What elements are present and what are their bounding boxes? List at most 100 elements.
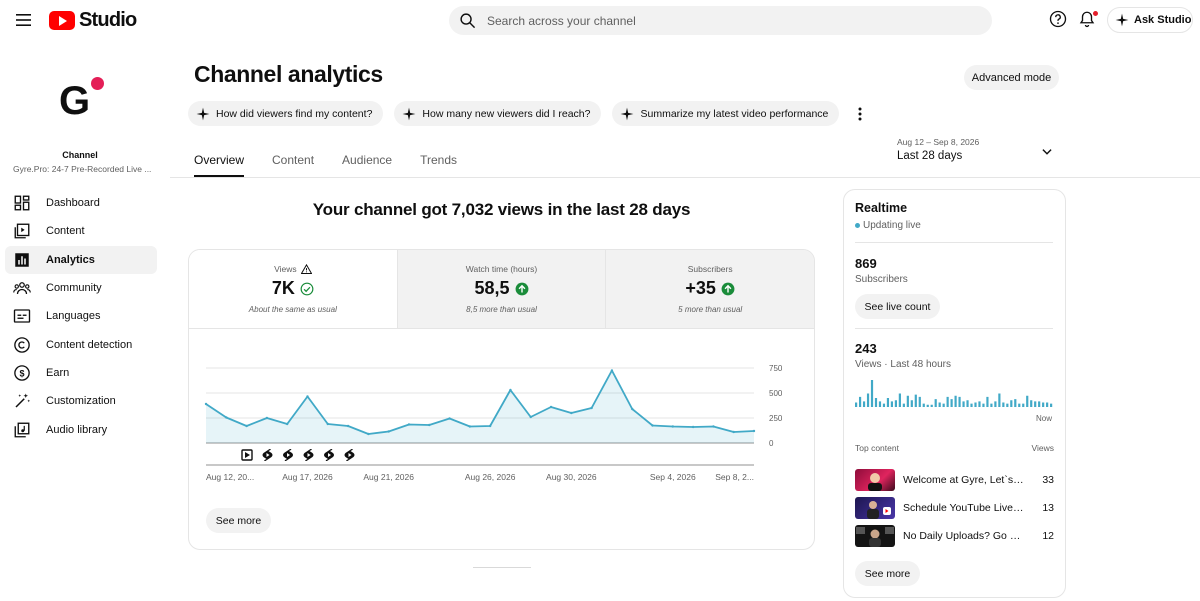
views-data-point[interactable] (346, 424, 350, 428)
date-range-selector[interactable]: Aug 12 – Sep 8, 2026 Last 28 days (897, 137, 1067, 169)
chip-viewers-find-content[interactable]: How did viewers find my content? (188, 101, 384, 126)
realtime-bar[interactable] (990, 403, 993, 408)
views-data-point[interactable] (549, 405, 553, 409)
tab-overview[interactable]: Overview (194, 142, 245, 177)
sidebar-item-audio-library[interactable]: Audio library (5, 415, 157, 443)
realtime-bar[interactable] (1002, 402, 1005, 408)
advanced-mode-button[interactable]: Advanced mode (964, 65, 1059, 90)
sidebar-item-languages[interactable]: Languages (5, 302, 157, 330)
notifications-bell-icon[interactable] (1078, 10, 1099, 31)
realtime-bar[interactable] (1030, 400, 1033, 407)
views-data-point[interactable] (448, 417, 451, 420)
realtime-bar[interactable] (890, 401, 894, 408)
ask-studio-button[interactable]: Ask Studio (1107, 7, 1193, 33)
metric-views[interactable]: Views 7K About the same as usual (189, 250, 397, 328)
realtime-bar[interactable] (978, 401, 981, 408)
realtime-bar[interactable] (930, 404, 933, 407)
realtime-bar[interactable] (926, 404, 929, 407)
views-data-point[interactable] (326, 422, 329, 426)
views-data-point[interactable] (752, 429, 756, 433)
realtime-bar[interactable] (938, 402, 941, 408)
top-content-row[interactable]: Welcome at Gyre, Let`s LI... 33 (855, 468, 1054, 491)
realtime-bar[interactable] (986, 396, 989, 408)
more-options-icon[interactable] (850, 101, 870, 126)
views-data-point[interactable] (225, 416, 228, 419)
realtime-bar[interactable] (1046, 402, 1049, 408)
tab-content[interactable]: Content (272, 153, 315, 167)
sidebar-item-community[interactable]: Community (5, 274, 157, 302)
short-publish-marker-icon[interactable] (344, 449, 355, 461)
views-data-point[interactable] (306, 395, 309, 398)
chip-summarize-video[interactable]: Summarize my latest video performance (612, 101, 840, 126)
realtime-bar[interactable] (862, 401, 866, 408)
realtime-bar[interactable] (1050, 403, 1053, 408)
views-data-point[interactable] (529, 415, 532, 419)
sidebar-item-dashboard[interactable]: Dashboard (5, 189, 157, 217)
realtime-bar[interactable] (974, 402, 977, 408)
views-data-point[interactable] (651, 424, 654, 427)
short-publish-marker-icon[interactable] (283, 449, 293, 461)
search-input[interactable] (487, 13, 967, 28)
realtime-bar[interactable] (918, 396, 921, 408)
realtime-bar[interactable] (1014, 399, 1017, 408)
realtime-bar[interactable] (962, 401, 965, 408)
views-data-point[interactable] (468, 425, 472, 428)
short-publish-marker-icon[interactable] (324, 449, 334, 461)
channel-avatar[interactable]: G (53, 73, 109, 129)
help-icon[interactable] (1049, 10, 1070, 31)
realtime-bar[interactable] (970, 403, 973, 408)
views-data-point[interactable] (509, 388, 512, 392)
overview-see-more-button[interactable]: See more (206, 508, 271, 533)
realtime-bar[interactable] (870, 380, 874, 407)
sidebar-item-customization[interactable]: Customization (5, 387, 157, 415)
views-data-point[interactable] (428, 423, 431, 427)
realtime-bar[interactable] (906, 395, 909, 407)
views-data-point[interactable] (407, 423, 411, 426)
views-data-point[interactable] (590, 406, 593, 410)
realtime-bar[interactable] (886, 398, 890, 407)
search-bar[interactable] (449, 6, 992, 35)
realtime-bar[interactable] (1034, 401, 1037, 408)
top-content-row[interactable]: Schedule YouTube Live in ... 13 (855, 496, 1054, 519)
sidebar-item-content[interactable]: Content (5, 217, 157, 245)
realtime-bar[interactable] (982, 403, 985, 408)
views-data-point[interactable] (671, 425, 675, 428)
video-publish-marker-icon[interactable] (241, 449, 253, 461)
realtime-bar[interactable] (950, 399, 953, 408)
menu-icon[interactable] (10, 8, 36, 32)
views-data-point[interactable] (367, 432, 370, 436)
tab-audience[interactable]: Audience (342, 153, 393, 167)
realtime-bar[interactable] (874, 398, 878, 407)
sidebar-item-analytics[interactable]: Analytics (5, 245, 157, 274)
short-publish-marker-icon[interactable] (262, 449, 273, 461)
realtime-bar[interactable] (902, 403, 905, 408)
views-data-point[interactable] (712, 425, 715, 428)
realtime-bar[interactable] (910, 400, 913, 407)
realtime-bar[interactable] (998, 393, 1001, 408)
metric-subscribers[interactable]: Subscribers +35 5 more than usual (605, 250, 814, 328)
realtime-bar[interactable] (994, 401, 997, 408)
realtime-bar[interactable] (922, 403, 925, 408)
realtime-bar[interactable] (958, 396, 961, 408)
views-data-point[interactable] (387, 430, 390, 433)
top-content-see-more-button[interactable]: See more (855, 561, 920, 586)
sidebar-item-earn[interactable]: $ Earn (5, 359, 157, 387)
views-data-point[interactable] (488, 424, 492, 428)
realtime-bar[interactable] (882, 403, 886, 408)
short-publish-marker-icon[interactable] (303, 449, 314, 461)
realtime-bar[interactable] (894, 400, 897, 407)
views-data-point[interactable] (245, 424, 248, 428)
realtime-bar[interactable] (914, 394, 917, 408)
realtime-bar[interactable] (942, 403, 945, 408)
realtime-bar[interactable] (946, 396, 949, 408)
views-data-point[interactable] (570, 411, 573, 415)
views-data-point[interactable] (204, 402, 208, 406)
top-content-row[interactable]: No Daily Uploads? Go LIV... 12 (855, 524, 1054, 547)
see-live-count-button[interactable]: See live count (855, 294, 940, 319)
views-data-point[interactable] (691, 425, 695, 429)
realtime-bar[interactable] (855, 402, 858, 408)
chip-new-viewers[interactable]: How many new viewers did I reach? (394, 101, 602, 126)
metric-watch-time[interactable]: Watch time (hours) 58,5 8,5 more than us… (396, 250, 606, 328)
realtime-bar[interactable] (934, 399, 937, 408)
views-data-point[interactable] (631, 407, 634, 411)
